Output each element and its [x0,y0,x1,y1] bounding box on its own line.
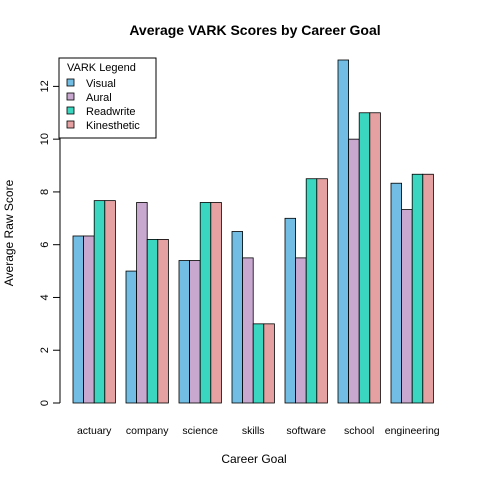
bar-software-readwrite [305,178,318,404]
bar-company-readwrite [146,239,159,404]
x-tick-label: software [286,425,326,437]
legend-items: Visual Aural Readwrite Kinesthetic [66,78,140,132]
x-tick-label: company [126,425,169,437]
bar-actuary-readwrite [93,200,106,404]
x-tick-label: science [182,425,218,437]
bar-engineering-readwrite [411,173,424,404]
y-tick-label: 12 [39,80,51,92]
bar-science-visual [178,260,191,404]
bars [72,59,434,404]
bar-skills-aural [242,257,254,404]
bar-company-visual [125,270,138,404]
legend-swatch-kinesthetic [66,120,75,129]
x-tick-label: skills [242,425,265,437]
chart-title: Average VARK Scores by Career Goal [129,22,380,38]
bar-school-readwrite [358,112,371,404]
bar-science-kinesthetic [210,202,222,404]
y-tick-label: 6 [39,242,51,248]
y-tick-label: 4 [39,294,51,300]
bar-school-kinesthetic [369,112,381,404]
bar-science-readwrite [199,202,212,404]
bar-engineering-aural [401,209,413,404]
legend-swatch-readwrite [66,106,75,115]
bar-science-aural [189,260,201,404]
bar-software-aural [295,257,307,404]
bar-software-visual [284,217,297,404]
legend-label-readwrite: Readwrite [86,106,136,118]
bar-engineering-kinesthetic [422,173,434,404]
bar-actuary-aural [83,235,95,404]
bar-skills-readwrite [252,323,265,404]
bar-actuary-kinesthetic [104,200,116,404]
bar-actuary-visual [72,235,85,404]
bar-school-visual [337,59,350,404]
y-tick-label: 10 [39,133,51,145]
x-axis-label: Career Goal [221,452,286,466]
bar-company-aural [136,202,148,404]
x-tick-label: actuary [77,425,112,437]
legend-label-visual: Visual [86,78,116,90]
bar-skills-visual [231,231,244,404]
legend-label-kinesthetic: Kinesthetic [86,120,140,132]
y-tick-label: 0 [39,400,51,406]
y-axis-label: Average Raw Score [2,179,16,286]
y-axis: 0 2 4 6 8 10 12 [39,80,61,406]
y-tick-label: 8 [39,189,51,195]
x-tick-label: school [344,425,374,437]
legend-swatch-aural [66,92,75,101]
y-tick-label: 2 [39,347,51,353]
legend-title: VARK Legend [67,62,136,74]
bar-skills-kinesthetic [263,323,275,404]
bar-software-kinesthetic [316,178,328,404]
bar-school-aural [348,138,360,404]
legend-swatch-visual [66,78,75,87]
bar-company-kinesthetic [157,239,169,404]
x-tick-label: engineering [385,425,440,437]
legend: VARK Legend Visual Aural Readwrite Kinesthe… [58,57,157,139]
legend-label-aural: Aural [86,92,112,104]
bar-engineering-visual [390,182,403,404]
legend-box [58,57,157,139]
category-labels: actuary company science skills software schoo… [77,425,440,437]
